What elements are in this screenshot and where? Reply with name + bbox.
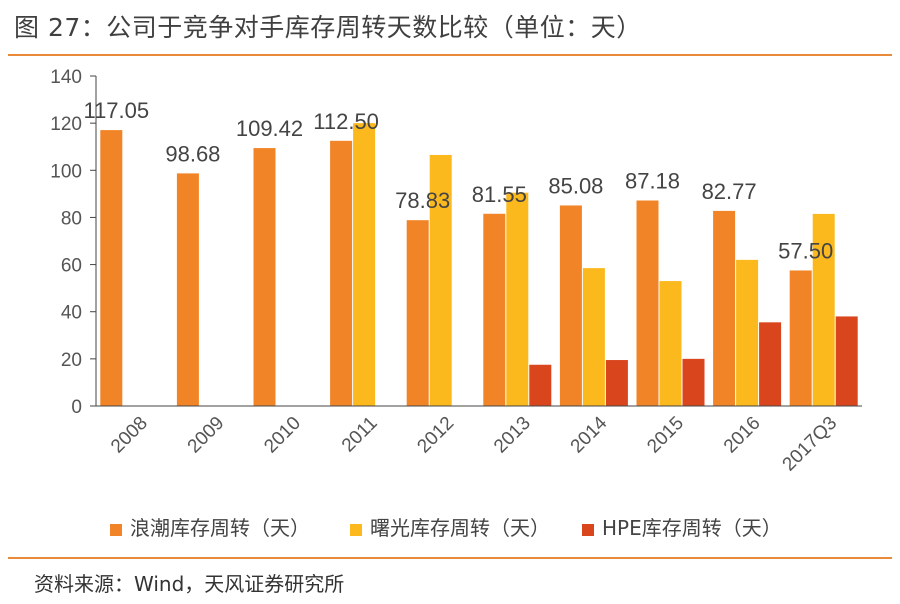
- legend: 浪潮库存周转（天） 曙光库存周转（天） HPE库存周转（天）: [110, 516, 782, 540]
- top-rule: [8, 54, 892, 56]
- data-label-2015: 87.18: [625, 169, 680, 194]
- data-label-2008: 117.05: [83, 98, 149, 123]
- y-tick-label: 20: [61, 350, 82, 371]
- x-tick-label: 2009: [184, 413, 229, 458]
- x-tick-label: 2013: [490, 413, 535, 458]
- y-tick-label: 40: [61, 303, 82, 324]
- bar-2017Q3-series-1: [789, 270, 812, 406]
- legend-label-1: 浪潮库存周转（天）: [130, 516, 310, 540]
- bar-2014-series-3: [605, 360, 628, 406]
- bar-2016-series-3: [759, 322, 782, 406]
- bar-2012-series-2: [429, 154, 452, 406]
- bar-2015-series-2: [659, 281, 682, 406]
- legend-label-2: 曙光库存周转（天）: [370, 516, 550, 540]
- y-tick-label: 80: [61, 208, 82, 229]
- bar-2016-series-1: [713, 210, 736, 406]
- bottom-rule: [8, 557, 892, 559]
- data-label-2011: 112.50: [313, 109, 379, 134]
- bar-2014-series-1: [559, 205, 582, 406]
- legend-label-3: HPE库存周转（天）: [602, 516, 782, 540]
- bar-2015-series-1: [636, 200, 659, 406]
- x-tick-label: 2014: [567, 412, 612, 457]
- source-note: 资料来源：Wind，天风证券研究所: [34, 572, 345, 596]
- x-tick-label: 2011: [338, 413, 382, 457]
- x-tick-label: 2008: [107, 413, 152, 458]
- data-labels: 117.05 98.68 109.42 112.50 78.83 81.55 85.08 87…: [83, 98, 833, 263]
- bar-2016-series-2: [736, 259, 759, 406]
- data-label-2012: 78.83: [395, 188, 450, 213]
- bar-2013-series-1: [483, 213, 506, 406]
- bar-2010-series-1: [253, 148, 276, 406]
- bar-2012-series-1: [406, 220, 429, 406]
- y-tick-label: 0: [71, 397, 82, 418]
- data-label-2013: 81.55: [472, 182, 527, 207]
- y-tick-label: 60: [61, 256, 82, 277]
- legend-swatch-3: [582, 524, 594, 536]
- bar-2014-series-2: [582, 268, 605, 406]
- y-tick-label: 140: [50, 67, 82, 88]
- x-tick-label: 2015: [643, 413, 688, 458]
- y-tick-label: 100: [50, 161, 82, 182]
- y-axis: 0 20 40 60 80 100 120 140: [50, 67, 97, 418]
- x-tick-label: 2012: [413, 413, 458, 458]
- x-tick-label: 2010: [260, 413, 305, 458]
- data-label-2009: 98.68: [165, 141, 220, 166]
- bar-2017Q3-series-3: [835, 316, 858, 406]
- bars: [100, 123, 858, 407]
- bar-2008-series-1: [100, 130, 123, 406]
- data-label-2016: 82.77: [702, 179, 757, 204]
- bar-2011-series-1: [330, 140, 353, 407]
- data-label-2014: 85.08: [548, 173, 603, 198]
- x-tick-label: 2016: [720, 413, 765, 458]
- bar-2015-series-3: [682, 358, 705, 406]
- bar-2013-series-2: [506, 192, 529, 406]
- x-tick-label: 2017Q3: [779, 413, 842, 476]
- data-label-2017Q3: 57.50: [778, 238, 833, 263]
- data-label-2010: 109.42: [236, 116, 303, 141]
- bar-2013-series-3: [529, 364, 552, 406]
- bar-2011-series-2: [353, 123, 376, 407]
- bar-2017Q3-series-2: [812, 213, 835, 406]
- legend-swatch-2: [350, 524, 362, 536]
- figure-title: 图 27：公司于竞争对手库存周转天数比较（单位：天）: [14, 13, 642, 42]
- y-tick-label: 120: [50, 114, 82, 135]
- legend-swatch-1: [110, 524, 122, 536]
- bar-2009-series-1: [176, 173, 199, 406]
- x-axis: 2008 2009 2010 2011 2012 2013 2014 2015 2016 2017…: [96, 405, 862, 476]
